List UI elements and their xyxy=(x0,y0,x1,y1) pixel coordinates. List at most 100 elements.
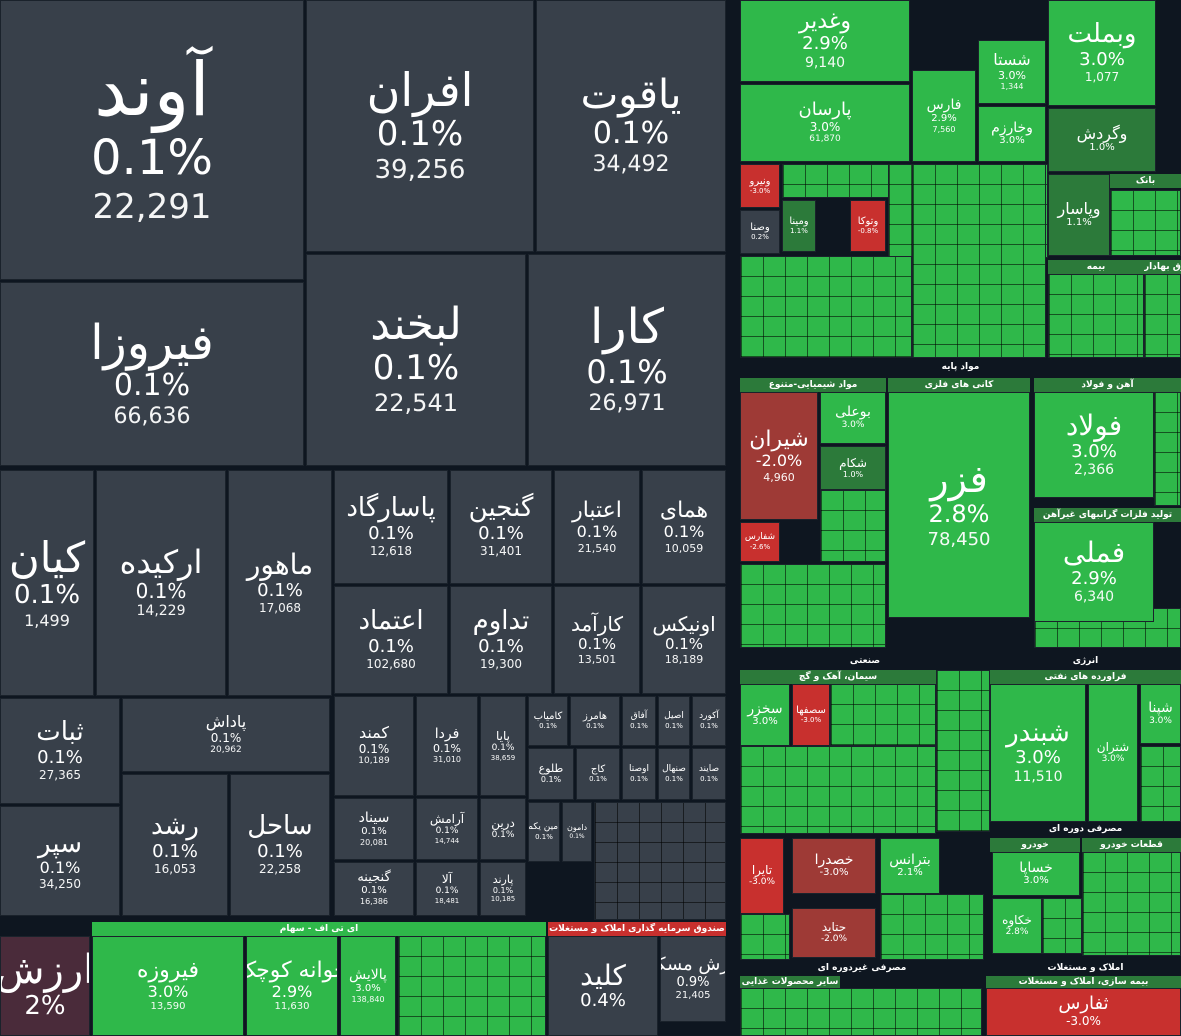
treemap-tile[interactable]: آکورد 0.1% xyxy=(692,696,726,746)
treemap-tile[interactable]: اعتماد 0.1% 102,680 xyxy=(334,586,448,694)
treemap-tile[interactable]: فملی 2.9% 6,340 xyxy=(1034,522,1154,622)
treemap-tile[interactable]: لبخند 0.1% 22,541 xyxy=(306,254,526,466)
treemap-tile[interactable]: یاقوت 0.1% 34,492 xyxy=(536,0,726,252)
filler-cell-group xyxy=(594,802,726,920)
treemap-tile[interactable]: جوانه کوچک2.9%11,630 xyxy=(246,936,338,1036)
treemap-tile[interactable]: ثبات 0.1% 27,365 xyxy=(0,698,120,804)
treemap-tile[interactable]: هامرز 0.1% xyxy=(570,696,620,746)
treemap-tile[interactable]: آفاق 0.1% xyxy=(622,696,656,746)
tile-symbol: سصفها xyxy=(796,704,826,716)
treemap-tile[interactable]: شبندر 3.0% 11,510 xyxy=(990,684,1086,822)
treemap-tile[interactable]: تایرا -3.0% xyxy=(740,838,784,914)
treemap-tile[interactable]: بوعلی 3.0% xyxy=(820,392,886,444)
treemap-tile[interactable]: ارکیده 0.1% 14,229 xyxy=(96,470,226,696)
treemap-tile[interactable]: حتاید -2.0% xyxy=(792,908,876,958)
treemap-tile[interactable]: فزر 2.8% 78,450 xyxy=(888,392,1030,618)
treemap-tile[interactable]: رشد 0.1% 16,053 xyxy=(122,774,228,916)
treemap-tile[interactable]: کیان 0.1% 1,499 xyxy=(0,470,94,696)
tile-symbol: حتاید xyxy=(821,920,847,935)
treemap-tile[interactable]: کارا 0.1% 26,971 xyxy=(528,254,726,466)
tile-change: 3.0% xyxy=(1079,48,1125,70)
treemap-tile[interactable]: گنجین 0.1% 31,401 xyxy=(450,470,552,584)
tile-value: 21,540 xyxy=(577,541,617,555)
section-header: صندوق سرمایه گذاری املاک و مستغلات xyxy=(548,922,726,936)
treemap-tile[interactable]: وبملت 3.0% 1,077 xyxy=(1048,0,1156,106)
treemap-tile[interactable]: فیروزه 3.0% 13,590 xyxy=(92,936,244,1036)
treemap-tile[interactable]: اونیکس 0.1% 18,189 xyxy=(642,586,726,694)
treemap-tile[interactable]: طلوع 0.1% xyxy=(528,748,574,800)
treemap-tile[interactable]: درین 0.1% xyxy=(480,798,526,860)
treemap-tile[interactable]: دامون 0.1% xyxy=(562,802,592,862)
treemap-tile[interactable]: پارند 0.1% 10,185 xyxy=(480,862,526,916)
treemap-tile[interactable]: همای 0.1% 10,059 xyxy=(642,470,726,584)
tile-change: 0.1% xyxy=(491,829,515,840)
treemap-tile[interactable]: سخزر 3.0% xyxy=(740,684,790,746)
treemap-tile[interactable]: وخارزم 3.0% xyxy=(978,106,1046,162)
treemap-tile[interactable]: پارسان 3.0% 61,870 xyxy=(740,84,910,162)
treemap-tile[interactable]: شیران -2.0% 4,960 xyxy=(740,392,818,520)
treemap-tile[interactable]: شفارس -2.6% xyxy=(740,522,780,562)
treemap-tile[interactable]: شکام 1.0% xyxy=(820,446,886,490)
treemap-tile[interactable]: امین یکم 0.1% xyxy=(528,802,560,862)
section-header: خودرو xyxy=(990,838,1080,852)
treemap-tile[interactable]: آوند 0.1% 22,291 xyxy=(0,0,304,280)
treemap-tile[interactable]: ارزش 2% xyxy=(0,936,90,1036)
treemap-tile[interactable]: خکاوه 2.8% xyxy=(992,898,1042,954)
treemap-tile[interactable]: فارس 2.9% 7,560 xyxy=(912,70,976,162)
treemap-tile[interactable]: ثفارس -3.0% xyxy=(986,988,1181,1036)
tile-change: -2.0% xyxy=(755,451,803,471)
treemap-tile[interactable]: فیروزا 0.1% 66,636 xyxy=(0,282,304,466)
treemap-tile[interactable]: وغدیر 2.9% 9,140 xyxy=(740,0,910,82)
tile-change: 2% xyxy=(24,991,66,1022)
tile-symbol: کمند xyxy=(358,723,390,742)
treemap-tile[interactable]: کارآمد 0.1% 13,501 xyxy=(554,586,640,694)
treemap-tile[interactable]: ارزش مسکن0.9%21,405 xyxy=(660,936,726,1022)
treemap-tile[interactable]: آرامش 0.1% 14,744 xyxy=(416,798,478,860)
treemap-tile[interactable]: ومینا 1.1% xyxy=(782,200,816,252)
treemap-tile[interactable]: صایند 0.1% xyxy=(692,748,726,800)
tile-symbol: آوند xyxy=(94,46,210,133)
treemap-tile[interactable]: پایا 0.1% 38,659 xyxy=(480,696,526,796)
treemap-tile[interactable]: کلید 0.4% xyxy=(548,936,658,1036)
treemap-tile[interactable]: اعتبار 0.1% 21,540 xyxy=(554,470,640,584)
treemap-tile[interactable]: خساپا 3.0% xyxy=(992,852,1080,896)
tile-value: 11,510 xyxy=(1013,769,1063,786)
treemap-tile[interactable]: افران 0.1% 39,256 xyxy=(306,0,534,252)
treemap-tile[interactable]: گنجینه 0.1% 16,386 xyxy=(334,862,414,916)
treemap-tile[interactable]: شتران 3.0% xyxy=(1088,684,1138,822)
treemap-tile[interactable]: تداوم 0.1% 19,300 xyxy=(450,586,552,694)
filler-cell-group xyxy=(740,914,790,960)
treemap-tile[interactable]: شپنا 3.0% xyxy=(1140,684,1181,744)
treemap-tile[interactable]: وتوکا -0.8% xyxy=(850,200,886,252)
treemap-tile[interactable]: کامیاب 0.1% xyxy=(528,696,568,746)
tile-change: 0.1% xyxy=(39,857,81,877)
treemap-tile[interactable]: اصیل 0.1% xyxy=(658,696,690,746)
treemap-tile[interactable]: سپر 0.1% 34,250 xyxy=(0,806,120,916)
treemap-tile[interactable]: ونیرو -3.0% xyxy=(740,164,780,208)
tile-value: 22,291 xyxy=(92,187,212,228)
treemap-tile[interactable]: ماهور 0.1% 17,068 xyxy=(228,470,332,696)
treemap-tile[interactable]: پاداش 0.1% 20,962 xyxy=(122,698,330,772)
section-header: انرژی xyxy=(990,654,1181,668)
treemap-tile[interactable]: سصفها -3.0% xyxy=(792,684,830,746)
treemap-tile[interactable]: شستا 3.0% 1,344 xyxy=(978,40,1046,104)
treemap-tile[interactable]: آلا 0.1% 18,481 xyxy=(416,862,478,916)
treemap-tile[interactable]: وصنا 0.2% xyxy=(740,210,780,254)
treemap-tile[interactable]: ساحل 0.1% 22,258 xyxy=(230,774,330,916)
treemap-tile[interactable]: پاسارگاد 0.1% 12,618 xyxy=(334,470,448,584)
treemap-tile[interactable]: صنهال 0.1% xyxy=(658,748,690,800)
treemap-tile[interactable]: وگردش 1.0% xyxy=(1048,108,1156,172)
treemap-tile[interactable]: وپاسار 1.1% xyxy=(1048,174,1110,256)
treemap-tile[interactable]: سیناد 0.1% 20,081 xyxy=(334,798,414,860)
treemap-tile[interactable]: کمند 0.1% 10,189 xyxy=(334,696,414,796)
tile-change: 0.1% xyxy=(663,522,705,542)
treemap-tile[interactable]: کاج 0.1% xyxy=(576,748,620,800)
treemap-tile[interactable]: بترانس 2.1% xyxy=(880,838,940,894)
tile-change: -3.0% xyxy=(800,716,822,725)
treemap-tile[interactable]: اوصتا 0.1% xyxy=(622,748,656,800)
treemap-tile[interactable]: فردا 0.1% 31,010 xyxy=(416,696,478,796)
treemap-tile[interactable]: پالایش 3.0% 138,840 xyxy=(340,936,396,1036)
treemap-tile[interactable]: فولاد 3.0% 2,366 xyxy=(1034,392,1154,498)
tile-change: 0.1% xyxy=(630,774,648,783)
treemap-tile[interactable]: خصدرا -3.0% xyxy=(792,838,876,894)
